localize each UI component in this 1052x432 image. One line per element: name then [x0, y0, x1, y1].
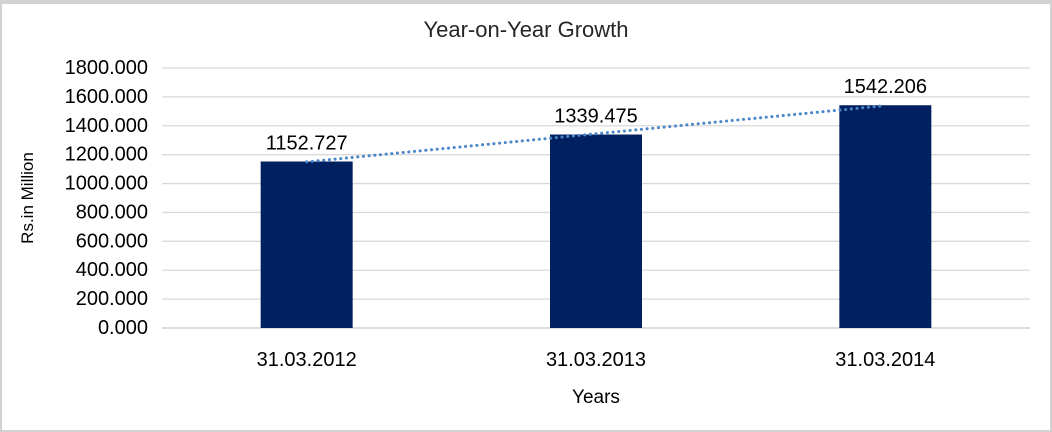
y-tick-label: 400.000 [76, 259, 148, 281]
bar-value-label: 1542.206 [844, 76, 927, 98]
y-tick-label: 1400.000 [65, 115, 148, 137]
bar-value-label: 1339.475 [554, 106, 637, 128]
y-tick-label: 1000.000 [65, 173, 148, 195]
y-axis-tick-labels-group: 0.000 200.000 400.000 600.000 800.000 1000.00… [65, 57, 148, 339]
bar [839, 105, 932, 328]
trendline [305, 104, 887, 164]
chart-title: Year-on-Year Growth [423, 17, 628, 42]
y-tick-label: 600.000 [76, 230, 148, 252]
trendline-group [305, 104, 887, 164]
y-tick-label: 800.000 [76, 201, 148, 223]
y-tick-label: 1800.000 [65, 57, 148, 79]
x-axis-category-labels-group: 31.03.2012 31.03.2013 31.03.2014 [257, 349, 936, 371]
y-tick-label: 200.000 [76, 288, 148, 310]
x-axis-title: Years [572, 387, 620, 408]
y-tick-label: 0.000 [98, 317, 148, 339]
x-category-label: 31.03.2013 [546, 349, 646, 371]
x-category-label: 31.03.2014 [835, 349, 935, 371]
bars-group [260, 105, 932, 328]
x-category-label: 31.03.2012 [257, 349, 357, 371]
bar [550, 134, 642, 328]
bar-value-label: 1152.727 [266, 132, 348, 154]
y-tick-label: 1200.000 [65, 144, 148, 166]
y-tick-label: 1600.000 [65, 86, 148, 108]
bar-value-labels-group: 1152.727 1339.475 1542.206 [266, 76, 927, 154]
y-axis-title: Rs.in Million [18, 152, 37, 244]
bar [260, 161, 353, 328]
